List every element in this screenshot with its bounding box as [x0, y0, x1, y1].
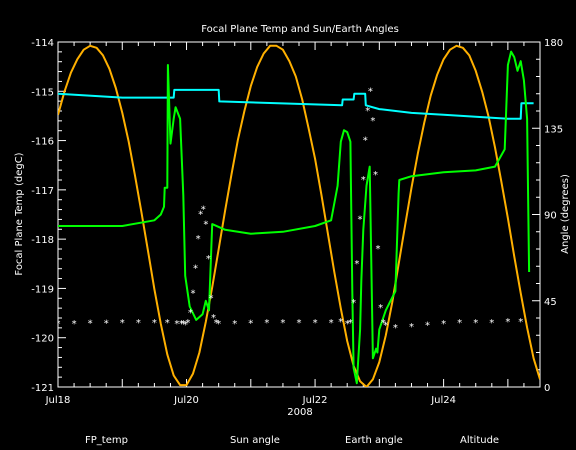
y2-tick-label: 90 [544, 211, 557, 222]
data-point-fp-temp: * [358, 214, 363, 225]
data-point-fp-temp: * [381, 318, 386, 329]
data-point-fp-temp: * [518, 317, 523, 328]
data-point-fp-temp: * [136, 318, 141, 329]
data-point-fp-temp: * [206, 254, 211, 265]
y2-tick-label: 135 [544, 124, 563, 135]
y2-tick-label: 45 [544, 297, 557, 308]
y2-tick-label: 180 [544, 38, 563, 49]
series-line-earth-angle [58, 50, 531, 385]
y-tick-label: -121 [31, 383, 54, 394]
data-point-fp-temp: * [505, 317, 510, 328]
x-tick-label: Jul18 [45, 395, 71, 406]
data-point-fp-temp: * [88, 318, 93, 329]
data-point-fp-temp: * [264, 318, 269, 329]
y-tick-label: -119 [31, 284, 54, 295]
legend-item: Earth angle [345, 435, 403, 446]
data-point-fp-temp: * [425, 320, 430, 331]
series-line-altitude [58, 44, 540, 387]
data-point-fp-temp: * [190, 288, 195, 299]
data-point-fp-temp: * [174, 319, 179, 330]
data-point-fp-temp: * [280, 318, 285, 329]
data-point-fp-temp: * [441, 319, 446, 330]
data-point-fp-temp: * [214, 318, 219, 329]
x-tick-label: Jul22 [302, 395, 328, 406]
data-point-fp-temp: * [345, 319, 350, 330]
data-point-fp-temp: * [409, 322, 414, 333]
x-axis: Jul18 Jul20 Jul22 Jul24 [45, 42, 541, 406]
data-point-fp-temp: * [188, 308, 193, 319]
x-tick-label: Jul24 [430, 395, 456, 406]
data-point-fp-temp: * [248, 318, 253, 329]
data-point-fp-temp: * [120, 318, 125, 329]
data-point-fp-temp: * [354, 259, 359, 270]
y-axis-left: -121 -120 -119 -118 -117 -116 -115 -114 [31, 38, 66, 394]
data-point-fp-temp: * [201, 205, 206, 216]
series-line-sun-angle [58, 88, 534, 120]
data-point-fp-temp: * [203, 219, 208, 230]
data-point-fp-temp: * [72, 319, 77, 330]
series-layer: * * * * * * * * * * * * * * * * * * * * * * * * * * * * * * * * * * * * * * * *… [56, 44, 540, 387]
data-point-fp-temp: * [152, 318, 157, 329]
data-point-fp-temp: * [338, 317, 343, 328]
data-point-fp-temp: * [473, 318, 478, 329]
data-point-fp-temp: * [104, 318, 109, 329]
data-point-fp-temp: * [216, 319, 221, 330]
y-tick-label: -118 [31, 235, 54, 246]
data-point-fp-temp: * [329, 318, 334, 329]
x-tick-label: Jul20 [173, 395, 199, 406]
y-tick-label: -117 [31, 186, 54, 197]
data-point-fp-temp: * [232, 319, 237, 330]
y-tick-label: -120 [31, 334, 54, 345]
data-point-fp-temp: * [383, 320, 388, 331]
data-point-fp-temp: * [368, 86, 373, 97]
y-tick-label: -116 [31, 137, 54, 148]
data-point-fp-temp: * [208, 293, 213, 304]
data-point-fp-temp: * [365, 106, 370, 117]
data-point-fp-temp: * [351, 298, 356, 309]
data-point-fp-temp: * [378, 303, 383, 314]
data-point-fp-temp: * [198, 210, 203, 221]
x-axis-label: 2008 [287, 407, 312, 418]
data-point-fp-temp: * [193, 264, 198, 275]
data-point-fp-temp: * [165, 318, 170, 329]
data-point-fp-temp: * [181, 319, 186, 330]
legend-item: FP_temp [85, 435, 128, 446]
data-point-fp-temp: * [376, 244, 381, 255]
y-axis-label-left: Focal Plane Temp (degC) [14, 152, 25, 275]
chart-title: Focal Plane Temp and Sun/Earth Angles [201, 24, 399, 35]
data-point-fp-temp: * [363, 136, 368, 147]
data-point-fp-temp: * [457, 318, 462, 329]
data-point-fp-temp: * [370, 116, 375, 127]
data-point-fp-temp: * [196, 234, 201, 245]
data-point-fp-temp: * [393, 323, 398, 334]
data-point-fp-temp: * [183, 320, 188, 331]
y-axis-label-right: Angle (degrees) [560, 174, 571, 254]
legend-item: Altitude [460, 435, 499, 446]
data-point-fp-temp: * [361, 175, 366, 186]
data-point-fp-temp: * [489, 318, 494, 329]
y-tick-label: -115 [31, 87, 54, 98]
data-point-fp-temp: * [185, 318, 190, 329]
y-axis-right: 0 45 90 135 180 [532, 38, 563, 394]
data-point-fp-temp: * [179, 319, 184, 330]
data-point-fp-temp: * [348, 318, 353, 329]
data-point-fp-temp: * [297, 318, 302, 329]
data-point-fp-temp: * [211, 313, 216, 324]
data-point-fp-temp: * [313, 318, 318, 329]
y-tick-label: -114 [31, 38, 54, 49]
legend-item: Sun angle [230, 435, 280, 446]
y2-tick-label: 0 [544, 383, 550, 394]
legend: FP_temp Sun angle Earth angle Altitude [85, 435, 499, 446]
data-point-fp-temp: * [56, 319, 61, 330]
data-point-fp-temp: * [373, 170, 378, 181]
